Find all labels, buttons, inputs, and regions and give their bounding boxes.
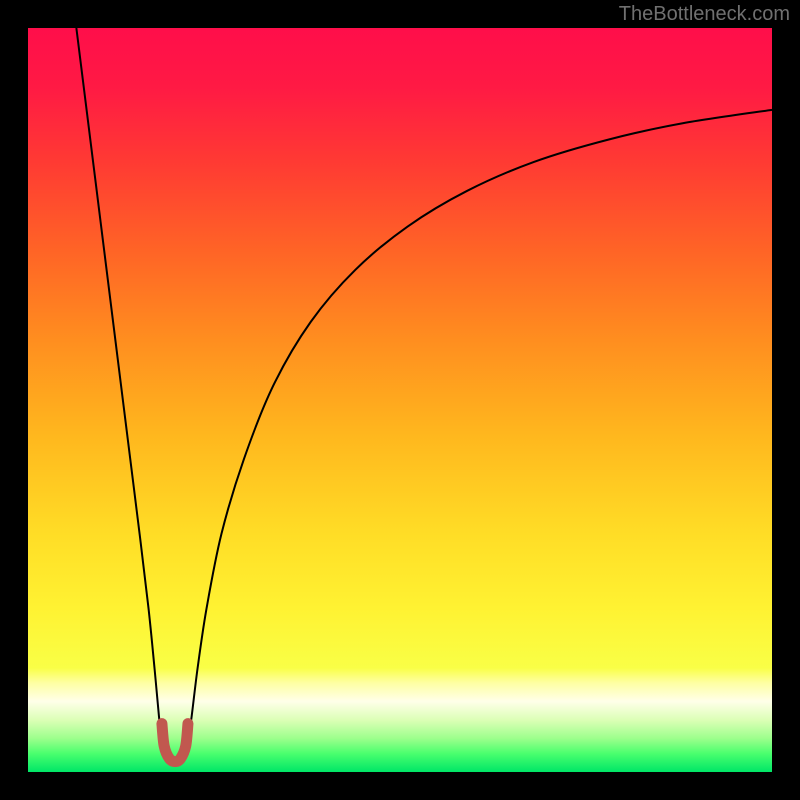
chart-stage: TheBottleneck.com bbox=[0, 0, 800, 800]
plot-area bbox=[28, 28, 772, 772]
plot-svg bbox=[28, 28, 772, 772]
gradient-background bbox=[28, 28, 772, 772]
watermark-text: TheBottleneck.com bbox=[619, 3, 790, 26]
